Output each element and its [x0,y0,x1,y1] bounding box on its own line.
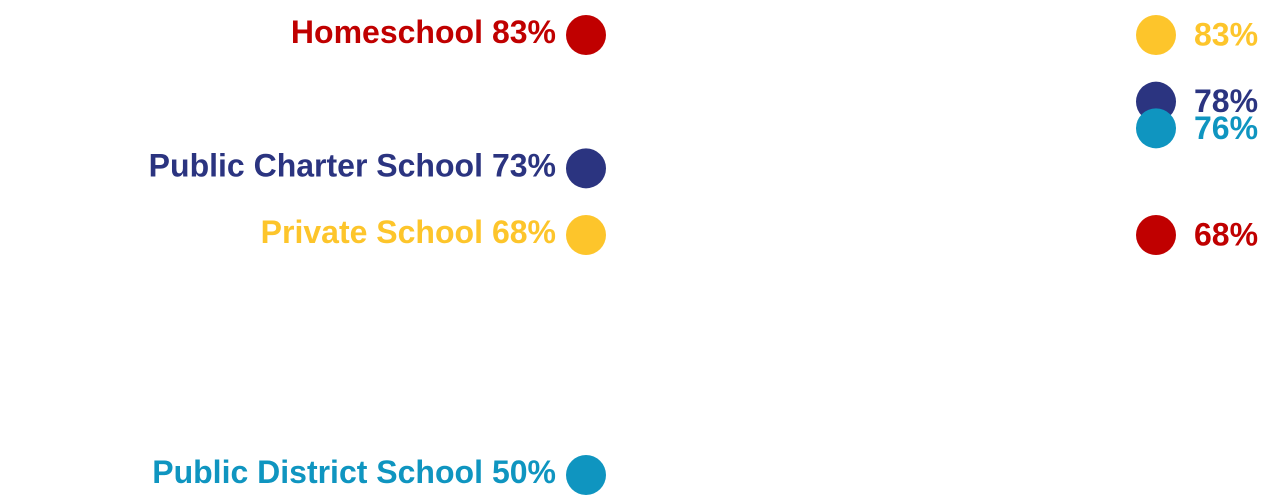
value-label: 83% [1194,16,1258,52]
dot [566,148,606,189]
value-label: 76% [1194,110,1258,146]
left-label: Homeschool 83% [291,14,556,50]
series-name: Homeschool [291,14,483,50]
left-label: Private School 68% [261,214,556,250]
value-label: 50% [492,454,556,490]
dot [1136,215,1176,255]
value-label: 78% [1194,83,1258,119]
dot [566,15,606,55]
dot [1136,15,1176,55]
series-name: Public District School [152,454,483,490]
dot [566,455,606,495]
dot [1136,108,1176,149]
left-label: Public Charter School 73% [149,148,556,184]
dot [566,215,606,255]
value-label: 83% [492,14,556,50]
series-name: Private School [261,214,483,250]
left-label: Public District School 50% [152,454,556,490]
value-label: 68% [492,214,556,250]
series-name: Public Charter School [149,148,483,184]
value-label: 73% [492,148,556,184]
value-label: 68% [1194,216,1258,252]
